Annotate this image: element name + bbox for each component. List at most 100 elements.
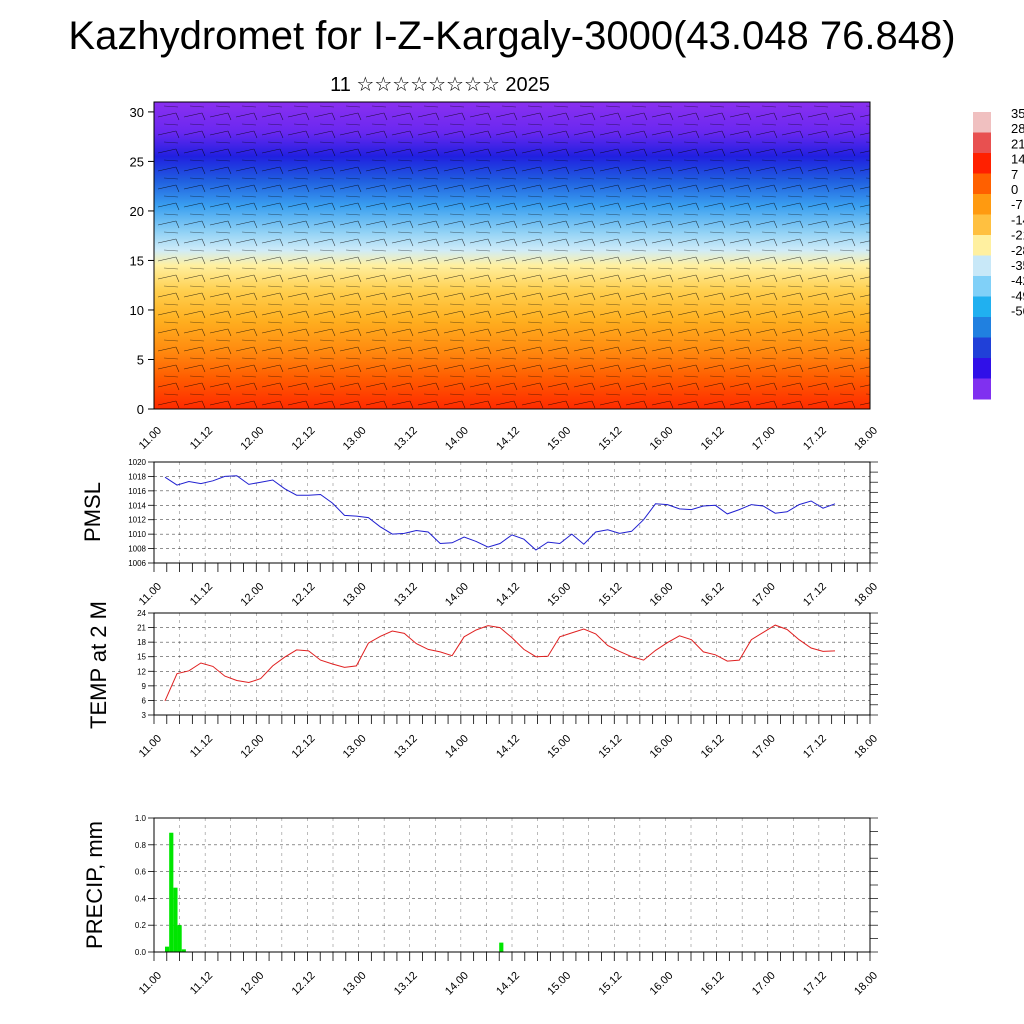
wind-barbs-overlay [154, 102, 870, 409]
precip-xtick-label: 11.00 [137, 970, 164, 997]
colorbar-label: -14 [1011, 212, 1024, 227]
temp-xtick-label: 13.12 [392, 733, 420, 761]
precip-xtick-label: 14.00 [443, 970, 471, 998]
colorbar-label: 35 [1011, 106, 1024, 121]
colorbar-label: -7 [1011, 197, 1023, 212]
xs-ytick-label: 20 [130, 204, 144, 219]
temp-xtick-label: 11.00 [137, 733, 164, 760]
pmsl-xtick-label: 13.12 [392, 581, 420, 609]
pmsl-ytick-label: 1020 [128, 458, 146, 467]
pmsl-y-axis: 1006 1008 1010 1012 1014 1016 1018 1020 [128, 458, 154, 568]
precip-ylabel: PRECIP, mm [82, 821, 107, 949]
temp-ytick-label: 18 [137, 638, 146, 647]
temp-ytick-label: 3 [142, 711, 147, 720]
xs-xtick-label: 17.00 [750, 425, 778, 453]
xs-ytick-label: 15 [130, 253, 144, 268]
precip-ytick-label: 0.6 [135, 868, 147, 877]
pmsl-ytick-label: 1010 [128, 530, 146, 539]
pmsl-xtick-label: 14.00 [443, 581, 471, 609]
xs-xtick-label: 14.00 [443, 425, 471, 453]
xs-xtick-label: 13.00 [341, 425, 369, 453]
xs-xtick-label: 13.12 [392, 425, 420, 453]
pmsl-x-axis: 11.00 11.12 12.00 12.12 13.00 13.12 14.00 14.12… [137, 581, 880, 609]
colorbar-swatch [973, 112, 991, 133]
pmsl-xtick-label: 16.00 [648, 581, 676, 609]
temp-xtick-label: 13.00 [341, 733, 369, 761]
colorbar-swatch [973, 132, 991, 154]
temp-y-axis: 3 6 9 12 15 18 21 24 [137, 609, 154, 720]
colorbar-label: -56 [1011, 304, 1024, 319]
precip-xtick-label: 16.12 [699, 970, 727, 998]
xs-xtick-label: 15.00 [545, 425, 573, 453]
temp-xtick-label: 14.12 [494, 733, 522, 761]
pmsl-ytick-label: 1006 [128, 559, 146, 568]
xs-xtick-label: 18.00 [852, 425, 880, 453]
pmsl-xtick-label: 18.00 [852, 581, 880, 609]
precip-xtick-label: 17.12 [801, 970, 829, 998]
xs-xtick-label: 12.12 [290, 425, 318, 453]
colorbar-label: 21 [1011, 136, 1024, 151]
precip-bar [173, 887, 178, 952]
pmsl-frame [153, 461, 871, 564]
precip-bar [499, 942, 504, 952]
precip-frame [153, 817, 871, 953]
colorbar-swatch [973, 173, 991, 195]
temp-ylabel: TEMP at 2 M [86, 601, 111, 729]
temp-xtick-label: 12.12 [290, 733, 318, 761]
precip-xtick-label: 15.00 [545, 970, 573, 998]
pmsl-xtick-label: 17.00 [750, 581, 778, 609]
xs-xtick-label: 11.00 [137, 425, 164, 452]
pmsl-xtick-label: 12.12 [290, 581, 318, 609]
pmsl-xtick-label: 16.12 [699, 581, 727, 609]
temp-xtick-label: 14.00 [443, 733, 471, 761]
pmsl-ytick-label: 1018 [128, 472, 146, 481]
precip-xtick-label: 15.12 [596, 970, 624, 998]
temp-series-line [164, 624, 836, 702]
precip-xtick-label: 18.00 [852, 970, 880, 998]
pmsl-xtick-label: 15.12 [596, 581, 624, 609]
cross-section-frame [153, 101, 871, 410]
xs-xtick-label: 15.12 [596, 425, 624, 453]
colorbar-swatch [973, 378, 991, 400]
temp-grid [153, 612, 878, 724]
colorbar-label: 7 [1011, 167, 1018, 182]
pmsl-xtick-label: 11.00 [137, 581, 164, 608]
precip-xtick-label: 12.12 [290, 970, 318, 998]
xs-ytick-label: 10 [130, 303, 144, 318]
colorbar-label: -42 [1011, 273, 1024, 288]
precip-bar [169, 832, 174, 952]
precip-ytick-label: 0.8 [135, 841, 147, 850]
colorbar-label: -35 [1011, 258, 1024, 273]
temp-ytick-label: 6 [142, 696, 147, 705]
temp-xtick-label: 17.12 [801, 733, 829, 761]
colorbar-label: -28 [1011, 243, 1024, 258]
colorbar-swatch [973, 276, 991, 297]
precip-xtick-label: 16.00 [648, 970, 676, 998]
cross-section-panel: 0 5 10 15 20 25 30 11.00 11.12 12.00 12.12 13.00 13… [130, 101, 880, 453]
precip-y-axis: 0.0 0.2 0.4 0.6 0.8 1.0 [135, 814, 154, 957]
temp-xtick-label: 18.00 [852, 733, 880, 761]
page-subtitle: 11 ☆☆☆☆☆☆☆☆ 2025 [330, 74, 550, 96]
precip-panel: 0.00.20.40.60.81.0 11.00 11.12 12.00 12.12 1… [82, 814, 880, 998]
precip-xtick-label: 13.12 [392, 970, 420, 998]
temp-xtick-label: 12.00 [238, 733, 266, 761]
xs-xtick-label: 14.12 [494, 425, 522, 453]
colorbar-swatch [973, 255, 991, 277]
colorbar-swatch [973, 296, 991, 318]
xs-ytick-label: 30 [130, 105, 144, 120]
precip-bar [181, 949, 186, 952]
page-title: Kazhydromet for I-Z-Kargaly-3000(43.048 … [68, 14, 956, 58]
pmsl-xtick-label: 15.00 [545, 581, 573, 609]
xs-xtick-label: 16.00 [648, 425, 676, 453]
temp-xtick-label: 16.00 [648, 733, 676, 761]
pmsl-ytick-label: 1012 [128, 516, 146, 525]
colorbar-label: -21 [1011, 228, 1024, 243]
temp-xtick-label: 15.00 [545, 733, 573, 761]
temp-xtick-label: 17.00 [750, 733, 778, 761]
precip-x-axis: 11.00 11.12 12.00 12.12 13.00 13.12 14.00 14.12… [137, 970, 880, 998]
colorbar-swatch [973, 194, 991, 215]
precip-xtick-label: 13.00 [341, 970, 369, 998]
